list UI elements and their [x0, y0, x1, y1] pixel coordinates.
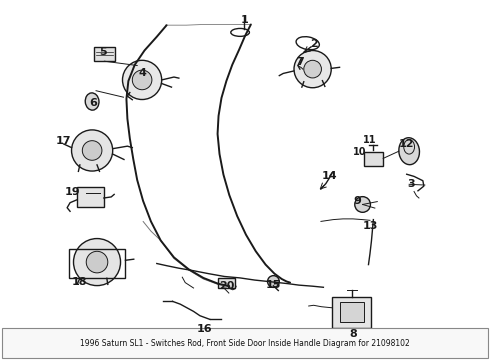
Circle shape: [294, 50, 331, 88]
Circle shape: [132, 70, 152, 90]
Text: 12: 12: [399, 139, 415, 149]
Text: 4: 4: [138, 68, 146, 78]
Bar: [218, 278, 235, 288]
Circle shape: [86, 251, 108, 273]
Bar: [364, 152, 383, 166]
Text: 3: 3: [408, 179, 416, 189]
Circle shape: [304, 60, 321, 78]
Text: 1996 Saturn SL1 - Switches Rod, Front Side Door Inside Handle Diagram for 210981: 1996 Saturn SL1 - Switches Rod, Front Si…: [80, 338, 410, 347]
Bar: [77, 187, 104, 207]
Text: 7: 7: [296, 57, 304, 67]
Text: 9: 9: [354, 196, 362, 206]
Text: 11: 11: [363, 135, 377, 145]
Circle shape: [355, 197, 370, 212]
Text: 6: 6: [89, 98, 97, 108]
Circle shape: [72, 130, 113, 171]
Circle shape: [122, 60, 162, 99]
Text: 17: 17: [56, 136, 72, 146]
Text: 8: 8: [349, 329, 357, 339]
Bar: [2, 328, 488, 358]
Circle shape: [82, 141, 102, 160]
Bar: [69, 249, 125, 278]
Text: 14: 14: [321, 171, 337, 181]
Text: 10: 10: [353, 147, 367, 157]
Circle shape: [268, 276, 279, 287]
Bar: [332, 297, 371, 328]
Ellipse shape: [85, 93, 99, 110]
Ellipse shape: [399, 138, 419, 165]
Bar: [94, 47, 115, 61]
Text: 1: 1: [241, 15, 249, 25]
Text: 16: 16: [197, 324, 213, 334]
Text: 13: 13: [362, 221, 378, 231]
Bar: [340, 302, 364, 322]
Text: 2: 2: [310, 39, 318, 49]
Text: 19: 19: [65, 186, 80, 197]
Text: 18: 18: [72, 276, 87, 287]
Text: 5: 5: [99, 47, 107, 57]
Text: 20: 20: [219, 281, 234, 291]
Circle shape: [74, 239, 121, 285]
Text: 15: 15: [266, 280, 281, 290]
